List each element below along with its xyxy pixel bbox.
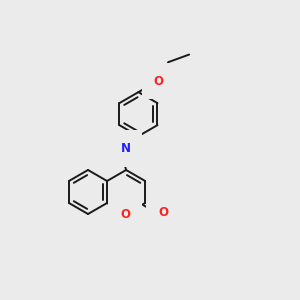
Text: O: O	[158, 206, 168, 219]
Text: O: O	[154, 75, 164, 88]
Text: N: N	[120, 142, 130, 155]
Text: H: H	[113, 143, 122, 153]
Text: O: O	[120, 208, 130, 220]
